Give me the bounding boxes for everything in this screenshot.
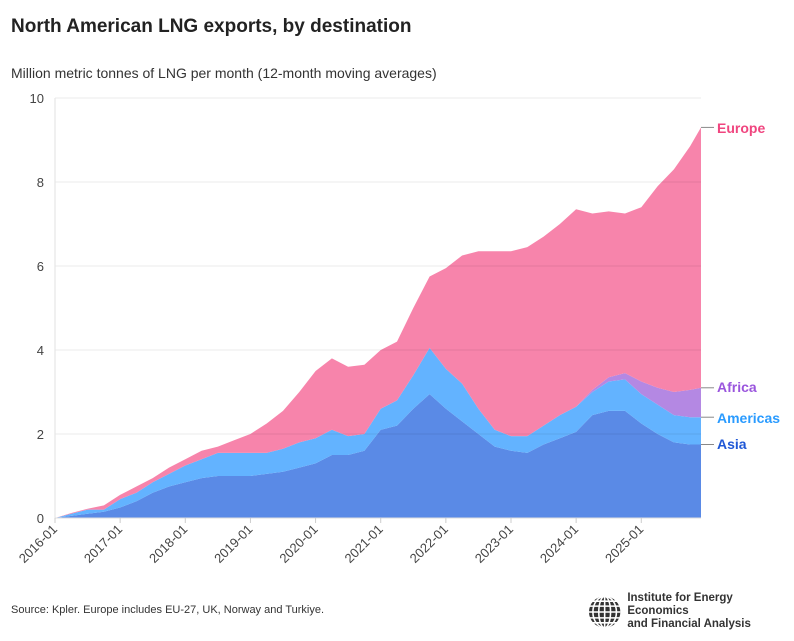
area-asia bbox=[55, 394, 701, 518]
globe-icon bbox=[588, 595, 621, 628]
x-tick-label: 2018-01 bbox=[146, 522, 190, 566]
logo-line-2: and Financial Analysis bbox=[627, 618, 751, 630]
logo-line-1: Institute for Energy Economics bbox=[627, 592, 733, 617]
stacked-area-chart: 0 2 4 6 8 10 2016-01 2017-01 2018-01 2019-01 2020-… bbox=[16, 91, 780, 566]
area-americas bbox=[55, 347, 701, 518]
series-label-americas: Americas bbox=[717, 410, 780, 426]
x-tick-label: 2016-01 bbox=[16, 522, 60, 566]
y-tick-label: 6 bbox=[37, 259, 44, 274]
series-label-africa: Africa bbox=[717, 379, 757, 395]
source-note: Source: Kpler. Europe includes EU-27, UK… bbox=[11, 604, 325, 616]
x-tick-label: 2021-01 bbox=[341, 522, 385, 566]
chart-title: North American LNG exports, by destinati… bbox=[11, 16, 412, 37]
y-tick-label: 4 bbox=[37, 343, 44, 358]
x-tick-label: 2020-01 bbox=[276, 522, 320, 566]
area-europe bbox=[55, 127, 701, 519]
x-tick-label: 2019-01 bbox=[211, 522, 255, 566]
x-tick-label: 2022-01 bbox=[407, 522, 451, 566]
y-tick-label: 2 bbox=[37, 427, 44, 442]
x-tick-label: 2017-01 bbox=[81, 522, 125, 566]
x-tick-label: 2023-01 bbox=[472, 522, 516, 566]
y-tick-label: 0 bbox=[37, 511, 44, 526]
series-label-asia: Asia bbox=[717, 436, 747, 452]
y-tick-label: 8 bbox=[37, 175, 44, 190]
y-tick-label: 10 bbox=[30, 91, 44, 106]
ieefa-logo: Institute for Energy Economics and Financ… bbox=[588, 592, 794, 631]
series-label-europe: Europe bbox=[717, 120, 765, 136]
x-tick-label: 2025-01 bbox=[602, 522, 646, 566]
x-tick-label: 2024-01 bbox=[537, 522, 581, 566]
y-axis-label: Million metric tonnes of LNG per month (… bbox=[11, 65, 437, 81]
